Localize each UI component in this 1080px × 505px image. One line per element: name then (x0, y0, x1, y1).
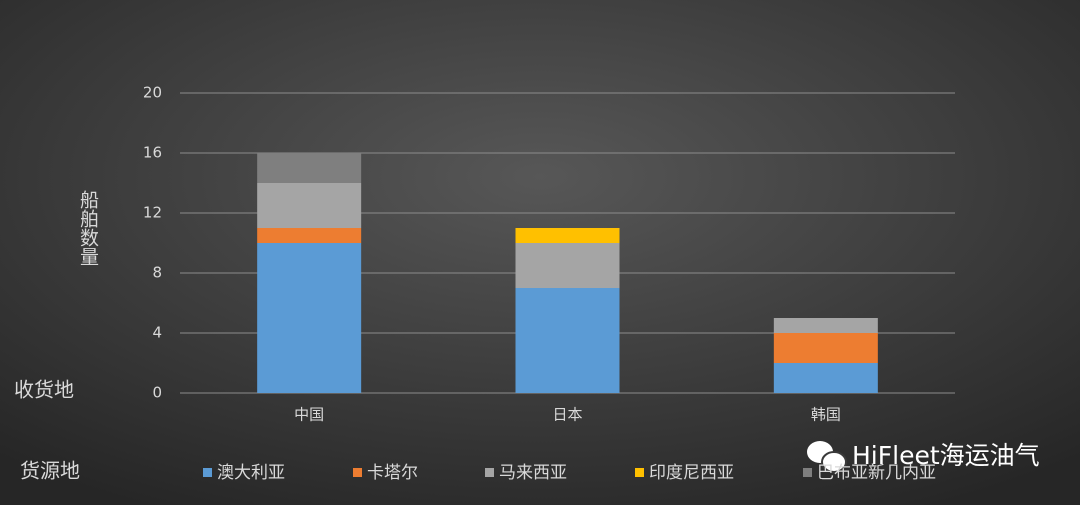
legend-title: 货源地 (20, 459, 80, 483)
x-axis-label: 收货地 (14, 378, 74, 402)
legend-swatch (803, 468, 812, 477)
x-tick-label: 中国 (294, 406, 324, 424)
bar-segment (515, 228, 620, 243)
bar-segment (515, 243, 620, 288)
legend-label: 印度尼西亚 (649, 463, 734, 483)
legend-swatch (635, 468, 644, 477)
bar-segment (257, 183, 362, 228)
x-tick-label: 韩国 (811, 406, 841, 424)
y-tick-label: 20 (143, 84, 162, 102)
legend-label: 马来西亚 (499, 463, 567, 483)
legend-label: 澳大利亚 (217, 463, 285, 483)
legend-label: 卡塔尔 (367, 463, 418, 483)
legend-swatch (353, 468, 362, 477)
y-tick-label: 8 (152, 264, 162, 282)
y-tick-label: 16 (143, 144, 162, 162)
bar-segment (257, 243, 362, 393)
legend-swatch (485, 468, 494, 477)
bar-segment (257, 153, 362, 183)
watermark: HiFleet海运油气 (852, 441, 1040, 470)
bar-segment (773, 363, 878, 393)
bar-segment (515, 288, 620, 393)
bar-segment (773, 333, 878, 363)
x-tick-label: 日本 (552, 406, 582, 424)
y-tick-label: 4 (152, 324, 162, 342)
bar-segment (773, 318, 878, 333)
y-axis-label: 船舶数量 (77, 190, 99, 266)
y-tick-label: 0 (152, 384, 162, 402)
legend-label: 巴布亚新几内亚 (817, 463, 936, 483)
wechat-icon (807, 441, 847, 473)
bar-segment (257, 228, 362, 243)
legend-swatch (203, 468, 212, 477)
y-tick-label: 12 (143, 204, 162, 222)
